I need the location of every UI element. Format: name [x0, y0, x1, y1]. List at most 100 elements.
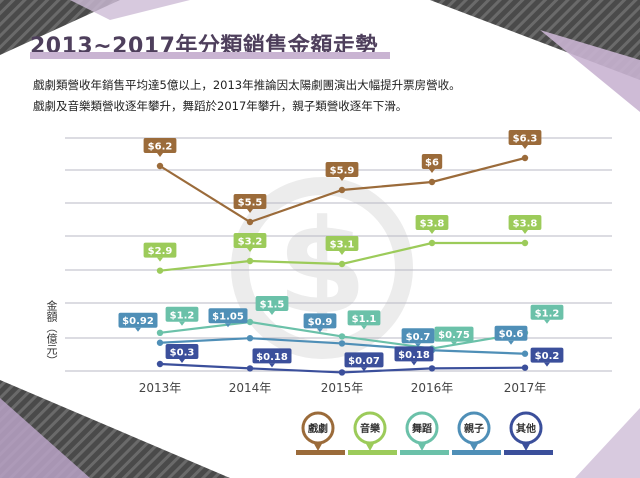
data-label-pointer	[157, 257, 163, 262]
data-label-pointer	[411, 361, 417, 366]
data-point-dance	[338, 333, 346, 340]
data-label: $3.1	[330, 240, 355, 251]
legend-pointer-other	[521, 442, 531, 451]
data-label-box	[415, 215, 449, 230]
data-point-other	[521, 364, 529, 371]
legend-label-kids: 親子	[464, 422, 484, 435]
data-label-box	[303, 313, 337, 329]
data-label: $1.2	[535, 308, 560, 319]
y-axis-label: 金額（億元）	[45, 300, 58, 366]
legend-bar-kids	[452, 450, 501, 455]
legend-pointer-dance	[417, 442, 427, 451]
legend-pointer-kids	[469, 442, 479, 451]
data-point-music	[428, 239, 436, 247]
data-label-pointer	[135, 327, 141, 332]
data-label-box	[530, 304, 564, 320]
data-label: $0.3	[170, 348, 195, 359]
data-label-box	[143, 138, 177, 153]
data-label: $0.2	[535, 351, 560, 362]
data-label: $5.9	[330, 166, 355, 177]
data-label-pointer	[544, 362, 550, 367]
data-label: $6.2	[148, 142, 173, 153]
data-label-pointer	[179, 321, 185, 326]
data-label: $1.5	[260, 300, 285, 311]
data-label: $0.6	[499, 329, 524, 340]
legend-bar-other	[504, 450, 553, 455]
data-label: $0.18	[256, 352, 288, 363]
data-label-box	[325, 162, 359, 177]
data-label-box	[494, 325, 528, 341]
data-label-pointer	[429, 230, 435, 234]
legend-pointer-theater	[313, 442, 323, 451]
legend-bar-dance	[400, 450, 449, 455]
data-point-kids	[156, 339, 164, 346]
x-tick-label: 2014年	[229, 381, 272, 395]
data-point-other	[338, 369, 346, 376]
data-point-theater	[428, 178, 436, 186]
data-label: $2.9	[148, 246, 173, 257]
data-label-pointer	[157, 153, 163, 157]
legend-label-music: 音樂	[360, 422, 381, 435]
x-tick-label: 2013年	[139, 381, 182, 395]
data-label: $0.7	[406, 332, 431, 343]
data-label-pointer	[361, 367, 367, 372]
data-label-box	[233, 194, 267, 209]
data-label-box	[208, 308, 248, 324]
data-label-box	[508, 215, 542, 230]
data-point-theater	[156, 162, 164, 170]
data-point-kids	[521, 350, 529, 357]
data-label: $0.92	[122, 316, 154, 327]
data-point-music	[246, 257, 254, 265]
data-label-pointer	[339, 177, 345, 181]
data-label: $3.8	[513, 219, 538, 230]
data-label-pointer	[269, 363, 275, 368]
data-point-other	[428, 365, 436, 372]
data-point-theater	[521, 154, 529, 162]
data-label: $1.2	[170, 310, 195, 321]
data-label-pointer	[317, 328, 323, 333]
data-label-pointer	[247, 209, 253, 213]
data-label-pointer	[508, 340, 514, 345]
data-label-pointer	[522, 230, 528, 234]
data-label-box	[165, 344, 199, 359]
data-label: $6.3	[513, 134, 538, 145]
data-label-box	[233, 233, 267, 248]
legend-pointer-music	[365, 442, 375, 451]
data-label-box	[344, 352, 384, 368]
data-label: $0.9	[308, 317, 333, 328]
data-point-kids	[338, 340, 346, 347]
data-label-pointer	[361, 325, 367, 330]
data-point-dance	[156, 329, 164, 336]
data-label: $0.07	[348, 356, 380, 367]
data-label-box	[421, 154, 443, 169]
data-label-pointer	[225, 323, 231, 328]
data-label: $3.2	[238, 237, 263, 248]
data-label-pointer	[415, 343, 421, 348]
data-label: $5.5	[238, 198, 263, 209]
data-label: $1.1	[352, 314, 377, 325]
data-label-box	[347, 310, 381, 326]
data-label: $0.18	[398, 350, 430, 361]
data-label-box	[434, 326, 474, 342]
data-label: $6	[425, 158, 439, 169]
data-label-pointer	[269, 311, 275, 315]
data-point-theater	[246, 218, 254, 226]
data-label: $0.75	[438, 330, 470, 341]
data-point-theater	[338, 186, 346, 194]
data-label-box	[143, 242, 177, 258]
data-label: $1.05	[212, 312, 244, 323]
data-point-music	[521, 239, 529, 247]
data-label-box	[508, 130, 542, 145]
legend-label-other: 其他	[516, 422, 536, 435]
data-label-box	[118, 312, 158, 328]
x-tick-label: 2017年	[504, 381, 547, 395]
data-label-pointer	[522, 145, 528, 149]
data-point-other	[156, 360, 164, 368]
data-label-pointer	[544, 319, 550, 324]
data-label-pointer	[179, 359, 185, 363]
data-label-box	[165, 306, 199, 322]
x-tick-label: 2016年	[411, 381, 454, 395]
legend-bar-music	[348, 450, 397, 455]
